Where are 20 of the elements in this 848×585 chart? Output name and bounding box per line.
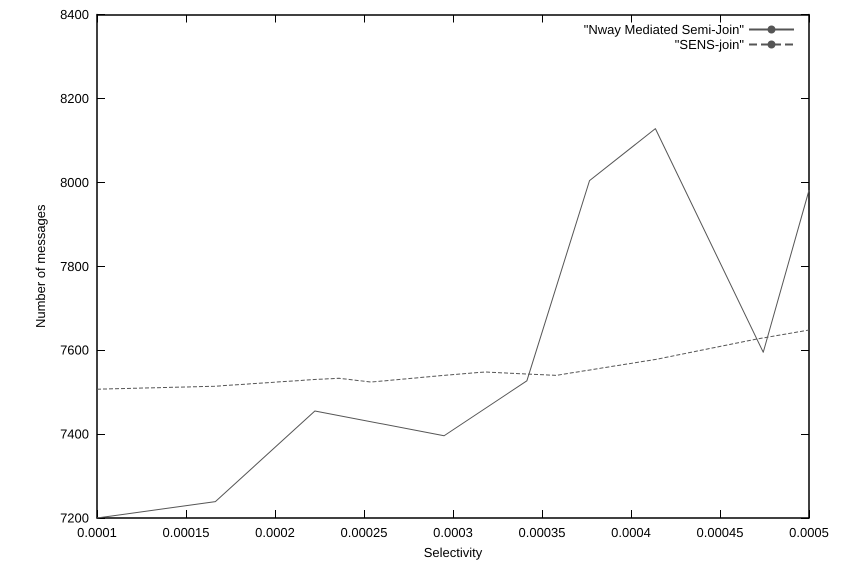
legend-label: "Nway Mediated Semi-Join": [584, 22, 744, 37]
y-tick-label: 7200: [60, 510, 89, 526]
y-axis-title: Number of messages: [33, 204, 48, 328]
y-tick-label: 8200: [60, 90, 89, 106]
y-tick-label: 7600: [60, 342, 89, 358]
y-tick-label: 8400: [60, 7, 89, 22]
legend-label: "SENS-join": [674, 37, 744, 52]
x-tick-label: 0.00015: [162, 525, 210, 540]
x-tick-label: 0.00035: [518, 525, 566, 540]
x-tick-label: 0.0002: [255, 525, 295, 540]
x-tick-label: 0.0003: [433, 525, 473, 540]
x-tick-label: 0.0005: [789, 525, 829, 540]
x-tick-label: 0.00045: [696, 525, 744, 540]
x-tick-label: 0.0001: [77, 525, 117, 540]
x-tick-label: 0.0004: [611, 525, 651, 540]
x-axis-title: Selectivity: [424, 545, 483, 560]
y-tick-label: 7400: [60, 426, 89, 442]
y-tick-label: 8000: [60, 174, 89, 190]
x-tick-label: 0.00025: [340, 525, 388, 540]
y-tick-label: 7800: [60, 258, 89, 274]
